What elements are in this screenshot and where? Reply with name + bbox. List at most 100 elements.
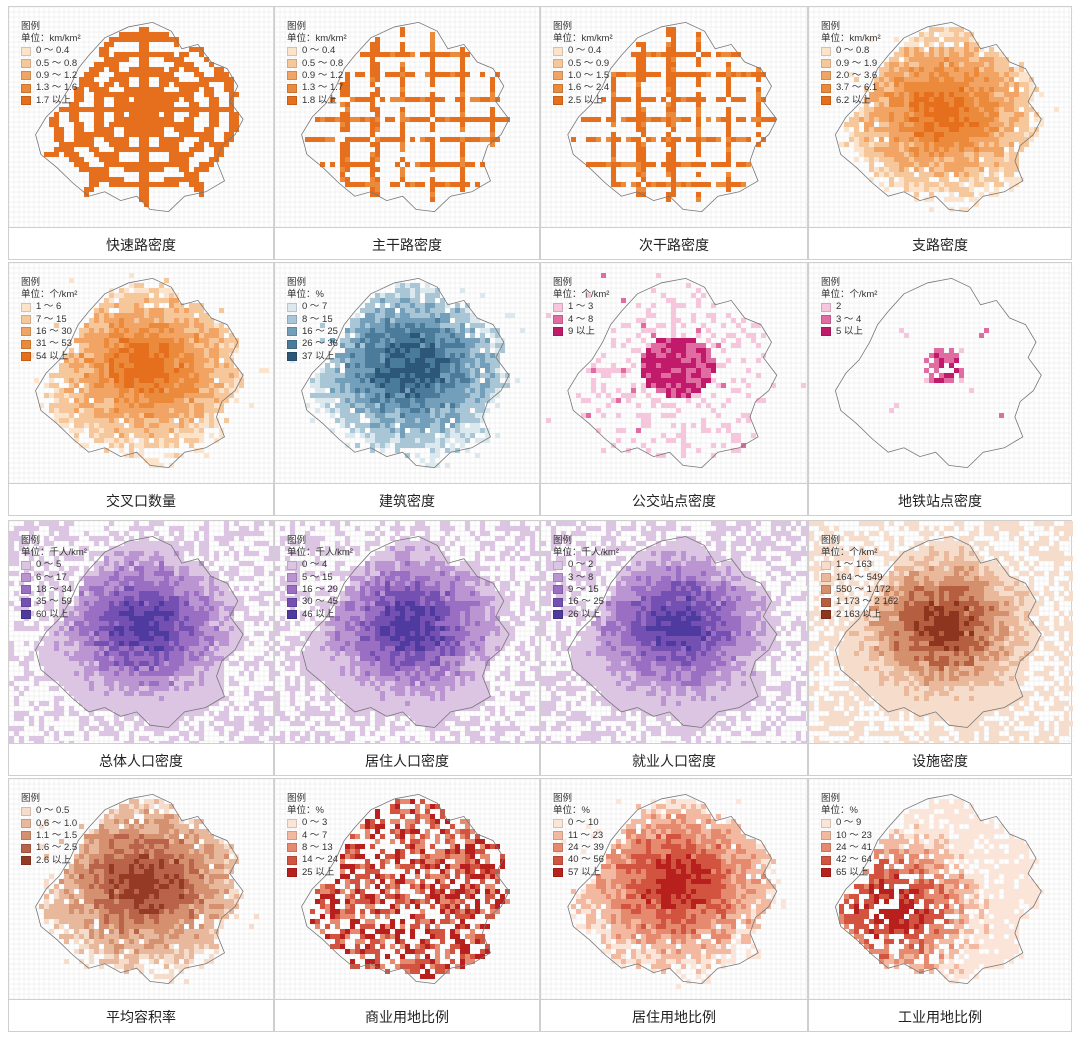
map-cell <box>706 363 711 368</box>
map-cell <box>505 373 510 378</box>
map-cell <box>726 52 731 57</box>
map-cell <box>460 117 465 122</box>
map-cell <box>681 348 686 353</box>
map-cell <box>189 67 194 72</box>
map-cell <box>174 413 179 418</box>
map-cell <box>969 137 974 142</box>
map-cell <box>375 318 380 323</box>
map-cell <box>159 561 164 566</box>
map-cell <box>405 388 410 393</box>
map-cell <box>134 566 139 571</box>
map-cell <box>114 107 119 112</box>
map-cell <box>164 137 169 142</box>
map-cell <box>149 403 154 408</box>
map-cell <box>706 137 711 142</box>
map-cell <box>124 363 129 368</box>
map-cell <box>239 561 244 566</box>
map-cell <box>129 413 134 418</box>
map-cell <box>919 77 924 82</box>
map-cell <box>854 157 859 162</box>
map-cell <box>400 157 405 162</box>
map-cell <box>721 52 726 57</box>
map-cell <box>726 157 731 162</box>
map-cell <box>74 378 79 383</box>
map-cell <box>969 57 974 62</box>
map-cell <box>199 541 204 546</box>
map-cell <box>711 303 716 308</box>
map-cell <box>954 132 959 137</box>
map-cell <box>159 67 164 72</box>
map-cell <box>385 333 390 338</box>
map-cell <box>134 343 139 348</box>
map-cell <box>616 72 621 77</box>
map-cell <box>934 47 939 52</box>
map-cell <box>596 368 601 373</box>
map-cell <box>360 373 365 378</box>
map-cell <box>420 363 425 368</box>
map-cell <box>656 52 661 57</box>
map-cell <box>375 92 380 97</box>
map-cell <box>430 303 435 308</box>
map-cell <box>1009 102 1014 107</box>
map-cell <box>480 97 485 102</box>
map-cell <box>596 393 601 398</box>
map-cell <box>375 353 380 358</box>
map-cell <box>415 388 420 393</box>
map-cell <box>169 303 174 308</box>
map-cell <box>924 187 929 192</box>
map-cell <box>666 107 671 112</box>
map-cell <box>340 393 345 398</box>
map-cell <box>139 373 144 378</box>
map-cell <box>696 298 701 303</box>
map-cell <box>586 398 591 403</box>
map-cell <box>899 167 904 172</box>
map-cell <box>124 32 129 37</box>
map-cell <box>94 313 99 318</box>
map-cell <box>189 378 194 383</box>
map-cell <box>470 373 475 378</box>
map-cell <box>335 388 340 393</box>
map-cell <box>490 393 495 398</box>
map-cell <box>1014 92 1019 97</box>
map-cell <box>405 423 410 428</box>
map-cell <box>646 137 651 142</box>
map-cell <box>400 403 405 408</box>
map-cell <box>340 343 345 348</box>
map-cell <box>355 393 360 398</box>
map-cell <box>1004 67 1009 72</box>
map-cell <box>420 403 425 408</box>
map-cell <box>651 403 656 408</box>
map-cell <box>979 77 984 82</box>
map-cell <box>370 97 375 102</box>
map-cell <box>340 338 345 343</box>
map-cell <box>435 413 440 418</box>
map-cell <box>505 117 510 122</box>
map-cell <box>144 157 149 162</box>
map-cell <box>340 102 345 107</box>
map-cell <box>480 293 485 298</box>
map-cell <box>184 373 189 378</box>
map-cell <box>706 72 711 77</box>
map-cell <box>435 393 440 398</box>
map-cell <box>209 363 214 368</box>
map-cell <box>869 137 874 142</box>
map-cell <box>460 323 465 328</box>
map-cell <box>460 428 465 433</box>
map-cell <box>701 52 706 57</box>
legend-swatch <box>21 59 31 69</box>
map-cell <box>159 92 164 97</box>
map-cell <box>450 323 455 328</box>
map-cell <box>164 313 169 318</box>
map-cell <box>425 323 430 328</box>
density-cells <box>571 27 776 202</box>
map-cell <box>390 378 395 383</box>
map-cell <box>199 142 204 147</box>
map-cell <box>904 67 909 72</box>
map-cell <box>666 47 671 52</box>
map-cell <box>924 107 929 112</box>
map-cell <box>626 137 631 142</box>
map-cell <box>450 413 455 418</box>
map-cell <box>425 413 430 418</box>
map-cell <box>440 363 445 368</box>
